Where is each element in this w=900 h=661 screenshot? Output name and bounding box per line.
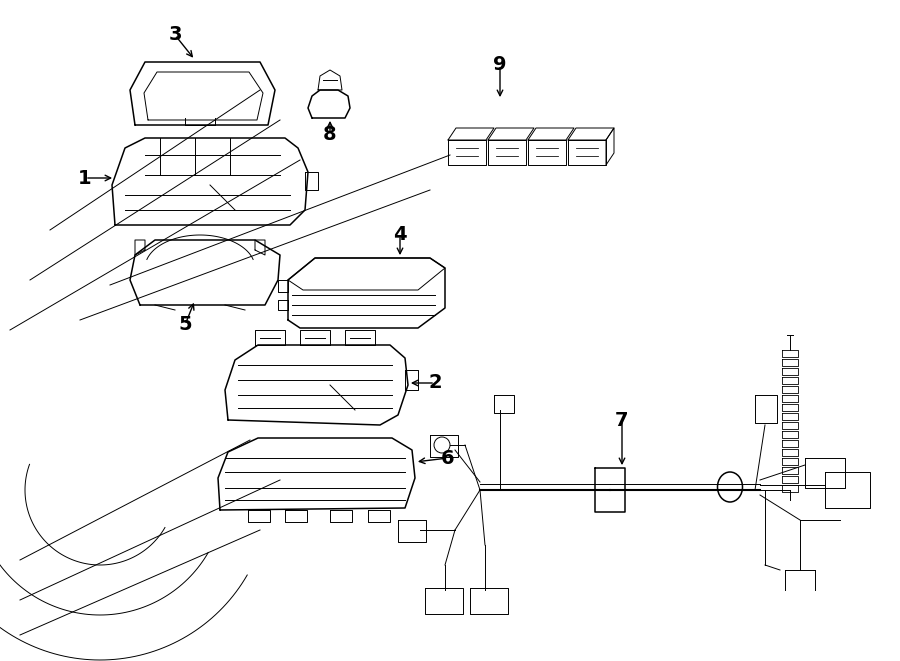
- Text: 1: 1: [78, 169, 92, 188]
- Ellipse shape: [717, 472, 742, 502]
- Circle shape: [434, 437, 450, 453]
- Text: 5: 5: [178, 315, 192, 334]
- Text: 3: 3: [168, 26, 182, 44]
- Text: 6: 6: [441, 449, 454, 467]
- Text: 8: 8: [323, 126, 337, 145]
- Text: 2: 2: [428, 373, 442, 393]
- Text: 4: 4: [393, 225, 407, 245]
- Text: 7: 7: [616, 410, 629, 430]
- Text: 9: 9: [493, 56, 507, 75]
